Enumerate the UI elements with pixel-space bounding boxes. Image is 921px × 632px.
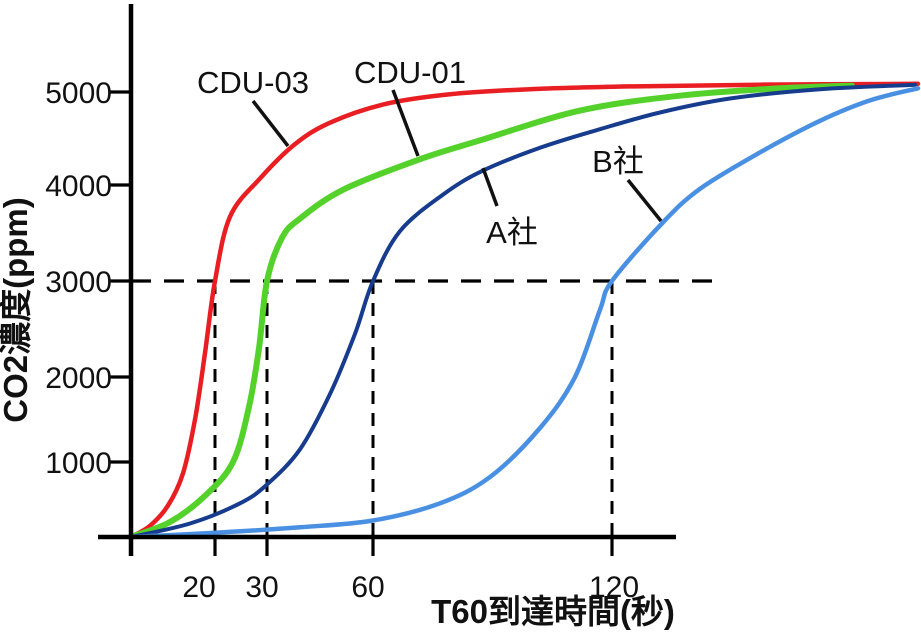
- series-label-cdu03: CDU-03: [197, 65, 309, 100]
- curve-CDU-01: [128, 82, 855, 540]
- x-axis-title: T60到達時間(秒): [431, 593, 675, 630]
- y-axis-title: CO2濃度(ppm): [0, 197, 34, 423]
- curve-A社: [129, 82, 917, 539]
- x-tick-label-30: 30: [245, 571, 278, 604]
- x-tick-label-120: 120: [589, 571, 639, 604]
- label-leader-lines: [251, 89, 663, 223]
- y-tick-label-2000: 2000: [45, 362, 112, 395]
- x-tick-label-20: 20: [182, 571, 215, 604]
- curve-B社: [128, 86, 921, 540]
- y-tick-label-1000: 1000: [45, 447, 112, 480]
- x-tick-label-60: 60: [351, 571, 384, 604]
- axes: [98, 4, 676, 556]
- cdu01-leader-line: [391, 89, 420, 157]
- cdu03-leader-line: [251, 99, 290, 148]
- series-label-companyA: A社: [486, 215, 538, 250]
- series-label-companyB: B社: [592, 144, 644, 179]
- reference-lines: [131, 279, 720, 537]
- curve-CDU-03: [128, 81, 921, 540]
- companyA-leader-line: [481, 167, 499, 207]
- companyB-leader-line: [626, 178, 663, 223]
- y-tick-label-3000: 3000: [45, 266, 112, 299]
- y-tick-label-4000: 4000: [45, 170, 112, 203]
- series-label-cdu01: CDU-01: [354, 55, 466, 90]
- series-curves: [128, 81, 921, 540]
- y-tick-label-5000: 5000: [45, 77, 112, 110]
